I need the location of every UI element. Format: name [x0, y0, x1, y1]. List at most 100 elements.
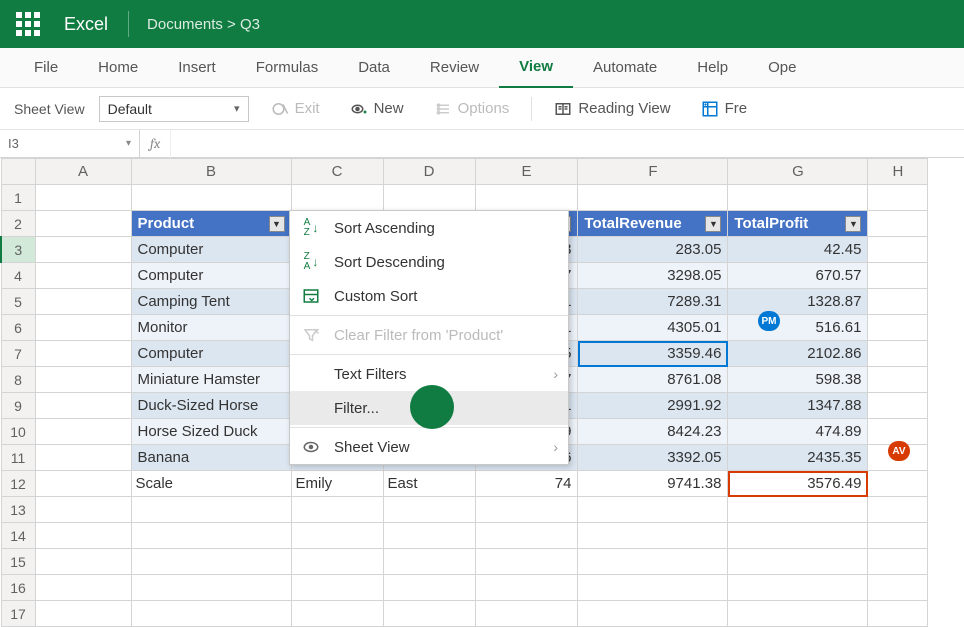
tab-automate[interactable]: Automate: [573, 48, 677, 88]
cell[interactable]: Scale: [131, 471, 291, 497]
cell[interactable]: 598.38: [728, 367, 868, 393]
cell[interactable]: [35, 497, 131, 523]
cell[interactable]: Camping Tent: [131, 289, 291, 315]
cell[interactable]: Product▼: [131, 211, 291, 237]
cell[interactable]: [578, 549, 728, 575]
cell[interactable]: [35, 445, 131, 471]
cell[interactable]: [291, 497, 383, 523]
cell[interactable]: [383, 575, 475, 601]
cell[interactable]: [35, 341, 131, 367]
filter-dropdown-button[interactable]: ▼: [269, 216, 285, 232]
tab-view[interactable]: View: [499, 48, 573, 88]
filter-dropdown-button[interactable]: ▼: [705, 216, 721, 232]
app-launcher-icon[interactable]: [16, 12, 40, 36]
cell[interactable]: [291, 575, 383, 601]
cell[interactable]: [475, 523, 578, 549]
row-header[interactable]: 9: [1, 393, 35, 419]
new-button[interactable]: New: [342, 100, 412, 118]
cell[interactable]: Computer: [131, 237, 291, 263]
column-header[interactable]: G: [728, 159, 868, 185]
cell[interactable]: 7289.31: [578, 289, 728, 315]
cell[interactable]: [383, 601, 475, 627]
cell[interactable]: [475, 185, 578, 211]
cell[interactable]: Computer: [131, 263, 291, 289]
tab-data[interactable]: Data: [338, 48, 410, 88]
row-header[interactable]: 6: [1, 315, 35, 341]
filter-dropdown-button[interactable]: ▼: [845, 216, 861, 232]
cell[interactable]: [868, 263, 928, 289]
menu-item[interactable]: Custom Sort: [290, 279, 568, 313]
column-header[interactable]: H: [868, 159, 928, 185]
cell[interactable]: [383, 497, 475, 523]
tab-formulas[interactable]: Formulas: [236, 48, 339, 88]
row-header[interactable]: 3: [1, 237, 35, 263]
cell[interactable]: 2991.92: [578, 393, 728, 419]
cell[interactable]: 3298.05: [578, 263, 728, 289]
cell[interactable]: [578, 601, 728, 627]
cell[interactable]: [35, 549, 131, 575]
cell[interactable]: Emily: [291, 471, 383, 497]
tab-help[interactable]: Help: [677, 48, 748, 88]
row-header[interactable]: 14: [1, 523, 35, 549]
row-header[interactable]: 13: [1, 497, 35, 523]
tab-insert[interactable]: Insert: [158, 48, 236, 88]
cell[interactable]: [131, 549, 291, 575]
cell[interactable]: [578, 523, 728, 549]
row-header[interactable]: 1: [1, 185, 35, 211]
cell[interactable]: [578, 575, 728, 601]
cell[interactable]: [383, 549, 475, 575]
freeze-button[interactable]: Fre: [693, 100, 756, 118]
row-header[interactable]: 16: [1, 575, 35, 601]
cell[interactable]: 9741.38: [578, 471, 728, 497]
cell[interactable]: 283.05: [578, 237, 728, 263]
cell[interactable]: [35, 263, 131, 289]
cell[interactable]: 4305.01: [578, 315, 728, 341]
cell[interactable]: [383, 523, 475, 549]
cell[interactable]: [35, 185, 131, 211]
cell[interactable]: [131, 523, 291, 549]
reading-view-button[interactable]: Reading View: [546, 100, 678, 118]
cell[interactable]: [868, 549, 928, 575]
cell[interactable]: [35, 601, 131, 627]
menu-item[interactable]: AZ↓Sort Ascending: [290, 211, 568, 245]
cell[interactable]: 1328.87: [728, 289, 868, 315]
cell[interactable]: [868, 367, 928, 393]
row-header[interactable]: 15: [1, 549, 35, 575]
cell[interactable]: 8761.08: [578, 367, 728, 393]
row-header[interactable]: 4: [1, 263, 35, 289]
cell[interactable]: 516.61: [728, 315, 868, 341]
cell[interactable]: Monitor: [131, 315, 291, 341]
cell[interactable]: [475, 549, 578, 575]
cell[interactable]: 74: [475, 471, 578, 497]
tab-ope[interactable]: Ope: [748, 48, 816, 88]
cell[interactable]: 3359.46: [578, 341, 728, 367]
cell[interactable]: [868, 393, 928, 419]
formula-input[interactable]: [171, 130, 964, 158]
cell[interactable]: [728, 523, 868, 549]
column-header[interactable]: D: [383, 159, 475, 185]
cell[interactable]: 3392.05: [578, 445, 728, 471]
cell[interactable]: 670.57: [728, 263, 868, 289]
cell[interactable]: [868, 471, 928, 497]
cell[interactable]: TotalRevenue▼: [578, 211, 728, 237]
cell[interactable]: [868, 211, 928, 237]
cell[interactable]: [868, 185, 928, 211]
menu-item[interactable]: ZA↓Sort Descending: [290, 245, 568, 279]
name-box[interactable]: I3 ▾: [0, 130, 140, 158]
cell[interactable]: TotalProfit▼: [728, 211, 868, 237]
cell[interactable]: [868, 497, 928, 523]
cell[interactable]: [868, 315, 928, 341]
cell[interactable]: Banana: [131, 445, 291, 471]
cell[interactable]: Miniature Hamster: [131, 367, 291, 393]
sheet-view-dropdown[interactable]: Default ▾: [99, 96, 249, 122]
row-header[interactable]: 5: [1, 289, 35, 315]
cell[interactable]: [35, 575, 131, 601]
cell[interactable]: [578, 185, 728, 211]
cell[interactable]: 474.89: [728, 419, 868, 445]
cell[interactable]: 2435.35: [728, 445, 868, 471]
column-header[interactable]: C: [291, 159, 383, 185]
cell[interactable]: [291, 185, 383, 211]
column-header[interactable]: A: [35, 159, 131, 185]
cell[interactable]: [131, 601, 291, 627]
tab-review[interactable]: Review: [410, 48, 499, 88]
